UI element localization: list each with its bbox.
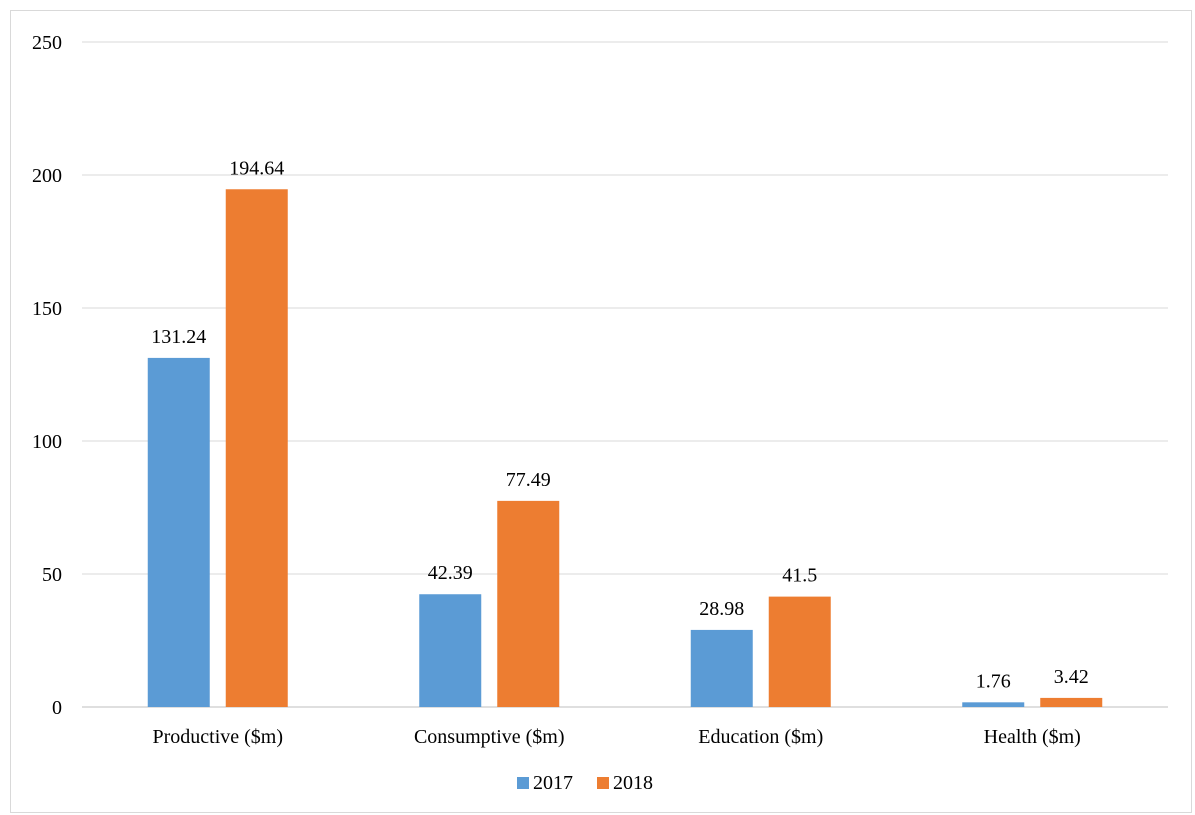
legend-label: 2017 [533,772,573,794]
data-label: 41.5 [782,565,817,587]
x-category-label: Consumptive ($m) [414,726,565,748]
bars [147,189,1103,708]
y-tick-label: 0 [52,697,62,719]
y-tick-label: 150 [32,298,62,320]
data-label: 3.42 [1054,666,1089,688]
legend-swatch [517,777,529,789]
bar-2018 [225,189,288,708]
bar-2018 [1040,697,1103,707]
data-label: 42.39 [428,562,473,584]
x-category-label: Education ($m) [698,726,823,748]
x-axis-categories: Productive ($m) Consumptive ($m) Education… [152,726,1080,748]
bar-2017 [690,629,753,707]
y-tick-label: 100 [32,431,62,453]
legend: 2017 2018 [517,772,653,794]
data-label: 194.64 [229,157,284,179]
data-labels: 131.24 194.64 42.39 77.49 28.98 41.5 1.76 3.42 [151,157,1089,692]
y-tick-label: 200 [32,165,62,187]
bar-2018 [768,596,831,707]
y-tick-label: 50 [42,564,62,586]
legend-swatch [597,777,609,789]
bar-2017 [962,702,1025,707]
data-label: 77.49 [506,469,551,491]
bar-2017 [419,594,482,707]
bar-2018 [497,500,560,707]
x-category-label: Health ($m) [984,726,1081,748]
x-category-label: Productive ($m) [152,726,283,748]
y-tick-label: 250 [32,32,62,54]
legend-label: 2018 [613,772,653,794]
data-label: 1.76 [976,670,1011,692]
bar-2017 [147,357,210,707]
data-label: 28.98 [699,598,744,620]
y-axis-ticks: 0 50 100 150 200 250 [32,32,62,719]
data-label: 131.24 [151,326,206,348]
